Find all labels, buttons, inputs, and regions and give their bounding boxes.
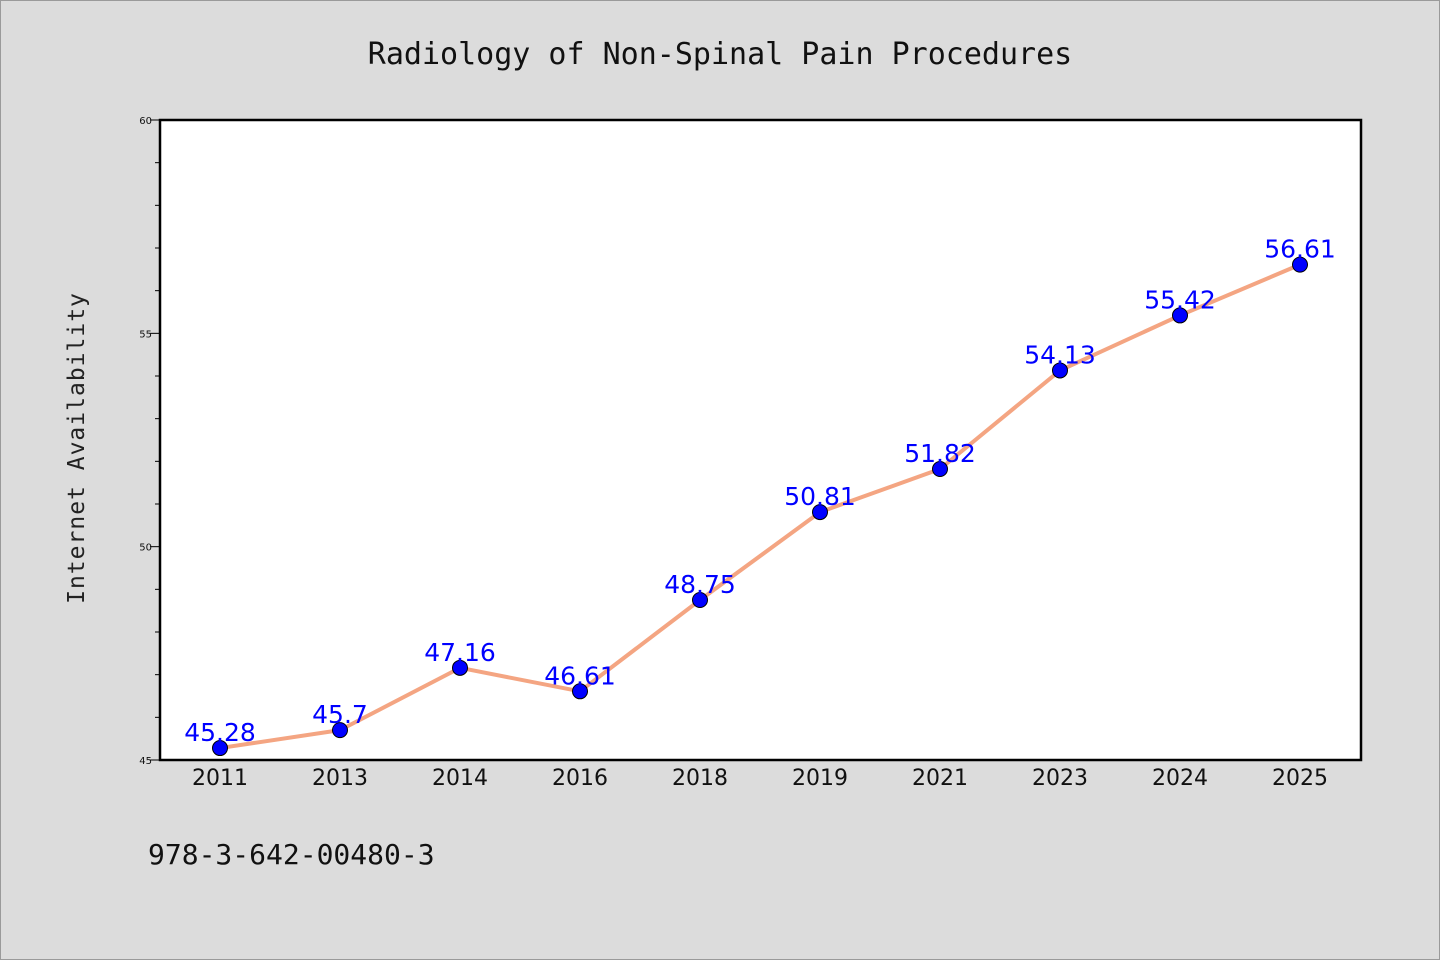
- x-tick-label: 2016: [552, 766, 608, 791]
- y-tick-label: 50: [139, 543, 152, 554]
- data-label: 54.13: [1024, 340, 1096, 369]
- data-point: [692, 592, 708, 608]
- y-tick-label: 55: [139, 329, 152, 340]
- x-axis: 2011 2013 2014 2016 2018 2019 2021 2023 2024 2025: [192, 766, 1328, 791]
- data-point: [812, 504, 828, 521]
- x-tick-label: 2013: [312, 766, 368, 791]
- x-tick-label: 2018: [672, 766, 728, 791]
- y-axis-label: Internet Availability: [64, 292, 90, 604]
- data-label: 56.61: [1264, 235, 1336, 264]
- x-tick-label: 2019: [792, 766, 848, 791]
- y-axis: 45 50 55 60: [139, 116, 160, 767]
- data-label: 45.28: [184, 718, 256, 747]
- series-layer: 45.28 45.7 47.16 46.61 48.75 50.81 51.82 54.13 5…: [184, 235, 1336, 757]
- data-point: [1052, 362, 1068, 379]
- x-tick-label: 2021: [912, 766, 968, 791]
- x-tick-label: 2014: [432, 766, 488, 791]
- data-label: 50.81: [784, 482, 856, 511]
- data-point: [332, 722, 348, 739]
- y-tick-label: 60: [139, 116, 152, 127]
- data-label: 46.61: [544, 661, 616, 690]
- x-tick-label: 2024: [1152, 766, 1208, 791]
- footer-code: 978-3-642-00480-3: [148, 838, 435, 871]
- data-label: 45.7: [312, 700, 368, 729]
- data-point: [572, 683, 588, 700]
- chart-title: Radiology of Non-Spinal Pain Procedures: [368, 37, 1072, 72]
- x-tick-label: 2025: [1272, 766, 1328, 791]
- data-label: 51.82: [904, 439, 976, 468]
- y-tick-label: 45: [139, 756, 152, 767]
- data-point: [212, 740, 228, 757]
- x-tick-label: 2011: [192, 766, 248, 791]
- data-point: [452, 659, 468, 676]
- data-point: [1172, 307, 1188, 324]
- data-label: 48.75: [664, 570, 736, 599]
- plot-area: [158, 118, 1363, 762]
- x-tick-label: 2023: [1032, 766, 1088, 791]
- data-point: [932, 461, 948, 478]
- data-label: 47.16: [424, 638, 496, 667]
- data-label: 55.42: [1144, 285, 1216, 314]
- data-point: [1292, 256, 1308, 273]
- series-line: [218, 262, 1302, 751]
